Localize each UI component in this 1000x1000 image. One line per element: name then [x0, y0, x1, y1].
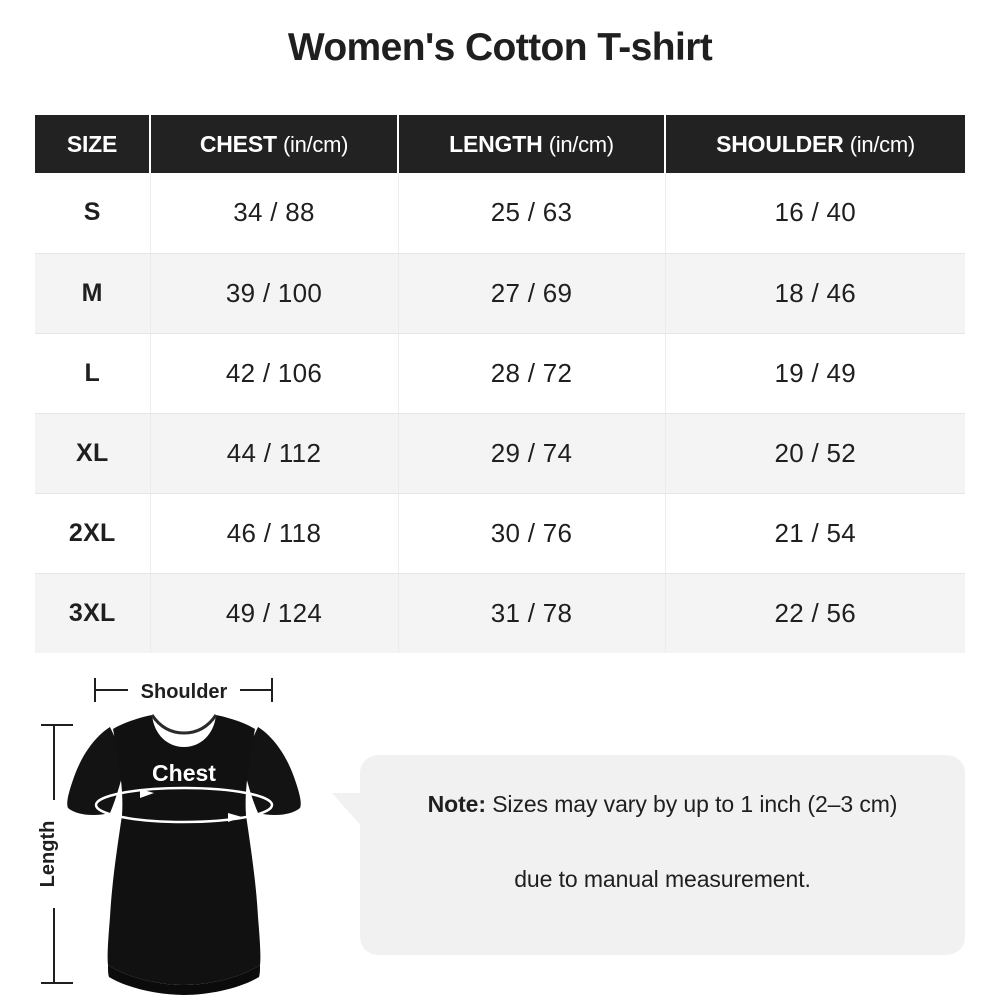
note-prefix: Note: [427, 791, 486, 817]
table-row: S 34 / 88 25 / 63 16 / 40 [35, 173, 965, 254]
cell-chest: 39 / 100 [150, 253, 399, 334]
length-dimension-line [41, 724, 73, 984]
size-chart-table: SIZE CHEST (in/cm) LENGTH (in/cm) SHOULD… [35, 115, 965, 653]
cell-length: 31 / 78 [398, 573, 666, 653]
cell-size: M [35, 253, 151, 334]
note-bubble-tail [332, 793, 362, 827]
tshirt-diagram-svg: Shoulder Length [37, 678, 301, 995]
column-header-shoulder-unit: (in/cm) [849, 131, 915, 157]
shoulder-dimension-line [94, 678, 273, 702]
cell-size: S [35, 173, 151, 254]
page-title: Women's Cotton T-shirt [287, 26, 713, 69]
cell-chest: 34 / 88 [150, 173, 399, 254]
cell-size: L [35, 333, 151, 414]
cell-shoulder: 20 / 52 [665, 413, 965, 494]
cell-size: 3XL [35, 573, 151, 653]
column-header-chest: CHEST (in/cm) [150, 115, 399, 173]
cell-shoulder: 21 / 54 [665, 493, 965, 574]
cell-length: 27 / 69 [398, 253, 666, 334]
cell-length: 30 / 76 [398, 493, 666, 574]
cell-chest: 42 / 106 [150, 333, 399, 414]
chest-measure-ellipse [94, 786, 274, 824]
note-line-second: due to manual measurement. [514, 866, 811, 892]
column-header-size: SIZE [35, 115, 151, 173]
note-text-first: Sizes may vary by up to 1 inch (2–3 cm) [485, 791, 898, 817]
cell-chest: 46 / 118 [150, 493, 399, 574]
cell-shoulder: 22 / 56 [665, 573, 965, 653]
cell-shoulder: 18 / 46 [665, 253, 965, 334]
cell-chest: 49 / 124 [150, 573, 399, 653]
cell-chest: 44 / 112 [150, 413, 399, 494]
table-row: L 42 / 106 28 / 72 19 / 49 [35, 333, 965, 414]
table-row: M 39 / 100 27 / 69 18 / 46 [35, 253, 965, 334]
table-header-row: SIZE CHEST (in/cm) LENGTH (in/cm) SHOULD… [35, 115, 965, 173]
cell-size: XL [35, 413, 151, 494]
measurement-diagram: Shoulder Length [0, 655, 1000, 1000]
length-label: Length [37, 821, 59, 888]
table-row: XL 44 / 112 29 / 74 20 / 52 [35, 413, 965, 494]
cell-length: 29 / 74 [398, 413, 666, 494]
column-header-chest-unit: (in/cm) [283, 131, 349, 157]
shoulder-label: Shoulder [141, 681, 228, 703]
column-header-length-label: LENGTH [449, 130, 543, 157]
column-header-length-unit: (in/cm) [548, 131, 614, 157]
cell-length: 25 / 63 [398, 173, 666, 254]
column-header-length: LENGTH (in/cm) [398, 115, 666, 173]
tshirt-garment [67, 714, 301, 995]
column-header-chest-label: CHEST [199, 130, 277, 157]
column-header-size-label: SIZE [66, 130, 118, 157]
column-header-shoulder: SHOULDER (in/cm) [665, 115, 965, 173]
note-bubble: Note: Sizes may vary by up to 1 inch (2–… [332, 755, 965, 955]
note-line-first: Note: Sizes may vary by up to 1 inch (2–… [400, 793, 925, 816]
cell-shoulder: 19 / 49 [665, 333, 965, 414]
cell-length: 28 / 72 [398, 333, 666, 414]
cell-size: 2XL [35, 493, 151, 574]
column-header-shoulder-label: SHOULDER [716, 130, 844, 157]
table-row: 3XL 49 / 124 31 / 78 22 / 56 [35, 573, 965, 653]
table-body: S 34 / 88 25 / 63 16 / 40 M 39 / 100 27 … [35, 173, 965, 653]
table-row: 2XL 46 / 118 30 / 76 21 / 54 [35, 493, 965, 574]
chest-label: Chest [152, 760, 216, 786]
table-header: SIZE CHEST (in/cm) LENGTH (in/cm) SHOULD… [35, 115, 965, 173]
cell-shoulder: 16 / 40 [665, 173, 965, 254]
